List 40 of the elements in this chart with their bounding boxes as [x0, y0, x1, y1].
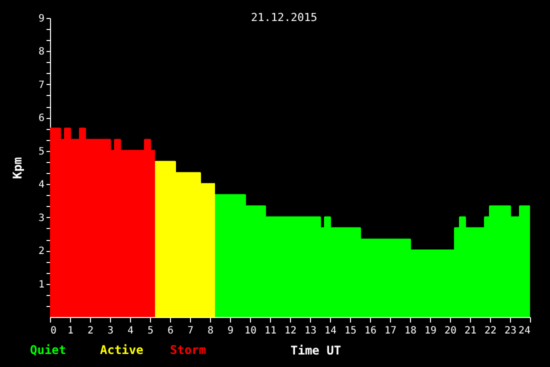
x-tick-label: 21	[464, 326, 477, 336]
x-tick-label: 1	[67, 326, 74, 336]
x-tick-label: 0	[50, 326, 57, 336]
x-tick-label: 2	[87, 326, 94, 336]
x-tick-label: 22	[484, 326, 497, 336]
x-tick-label: 24	[518, 326, 530, 336]
y-tick-label: 4	[38, 180, 44, 191]
x-tick-label: 17	[384, 326, 397, 336]
y-tick-label: 5	[38, 146, 44, 158]
text: Storm	[170, 343, 206, 357]
x-tick-label: 6	[167, 326, 174, 336]
y-tick-label: 8	[38, 46, 44, 58]
x-tick-label: 7	[187, 326, 194, 336]
text: Active	[100, 343, 144, 357]
x-tick-label: 3	[107, 326, 114, 336]
y-tick-label: 1	[38, 279, 44, 290]
x-axis-title: Time UT	[290, 344, 342, 358]
x-tick-label: 19	[424, 326, 437, 336]
x-tick-label: 18	[404, 326, 417, 336]
x-tick-label: 20	[444, 326, 457, 336]
x-tick-label: 13	[304, 326, 317, 336]
x-tick-label: 8	[207, 326, 214, 336]
x-tick-label: 9	[227, 326, 234, 336]
y-tick-label: 2	[38, 246, 44, 258]
x-tick-label: 4	[127, 326, 134, 336]
x-tick-label: 23	[504, 326, 517, 336]
y-tick-label: 7	[38, 80, 44, 91]
x-tick-label: 14	[324, 326, 337, 336]
y-tick-label: 6	[38, 113, 44, 124]
x-tick-label: 11	[264, 326, 277, 336]
x-tick-label: 10	[244, 326, 257, 336]
y-tick-label: 3	[38, 212, 44, 224]
x-tick-label: 15	[344, 326, 357, 336]
y-axis-title: Kpm	[10, 157, 24, 179]
x-tick-label: 5	[147, 326, 154, 336]
chart-title: 21.12.2015	[250, 11, 318, 24]
x-tick-label: 16	[364, 326, 377, 336]
text: Quiet	[30, 343, 66, 357]
x-tick-label: 12	[284, 326, 297, 336]
y-tick-label: 9	[38, 14, 44, 24]
